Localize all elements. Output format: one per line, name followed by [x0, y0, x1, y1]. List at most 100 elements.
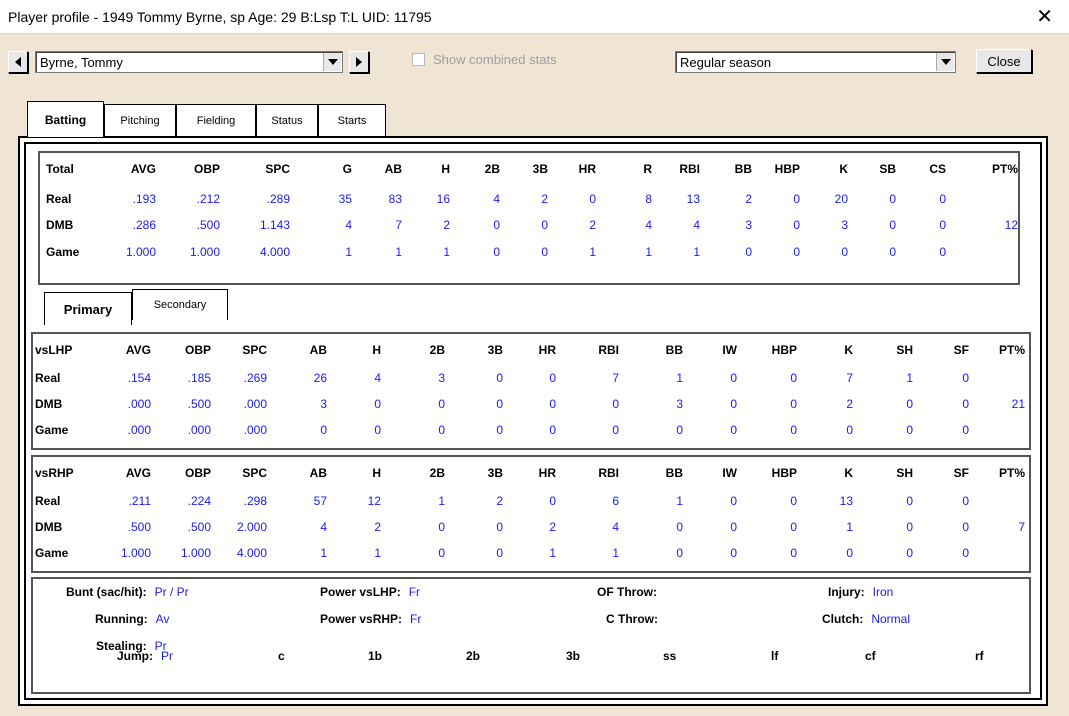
vslhp-cell: 0 [730, 397, 737, 411]
vslhp-col-header: vsLHP [35, 343, 73, 357]
total-col-header: HBP [774, 162, 800, 176]
tab-status[interactable]: Status [256, 104, 318, 136]
vslhp-cell: .154 [127, 371, 151, 385]
show-combined-checkbox-wrap[interactable]: Show combined stats [412, 52, 557, 67]
vslhp-col-header: 3B [487, 343, 503, 357]
tab-starts[interactable]: Starts [318, 104, 386, 136]
next-player-button[interactable] [349, 51, 369, 73]
season-select[interactable]: Regular season [675, 51, 956, 73]
total-cell: 0 [745, 245, 752, 259]
vslhp-cell: 7 [846, 371, 853, 385]
total-cell: 0 [889, 192, 896, 206]
total-cell: 3 [841, 218, 848, 232]
total-cell: 2 [443, 218, 450, 232]
total-col-header: PT% [991, 162, 1018, 176]
tab-pitching[interactable]: Pitching [104, 104, 176, 136]
total-cell: 3 [745, 218, 752, 232]
vslhp-cell: 0 [906, 397, 913, 411]
vsrhp-cell: 0 [962, 494, 969, 508]
vslhp-cell: .500 [187, 397, 211, 411]
vslhp-cell: 1 [676, 371, 683, 385]
total-cell: 83 [388, 192, 402, 206]
total-row-dmb: DMB .286 .500 1.143 4 7 2 0 0 2 4 4 3 0 3 0 0 12 [40, 213, 1018, 237]
running-label: Running: [95, 612, 148, 626]
stealing-label: Stealing: [96, 639, 147, 653]
vsrhp-col-header: 2B [429, 466, 445, 480]
total-col-header: CS [929, 162, 946, 176]
total-header-row: Total AVG OBP SPC G AB H 2B 3B HR R RBI BB HBP K SB CS PT… [40, 157, 1018, 181]
vslhp-col-header: HBP [771, 343, 797, 357]
injury-attr: Injury: Iron [828, 585, 893, 599]
show-combined-checkbox[interactable] [412, 53, 425, 66]
bunt-label: Bunt (sac/hit): [66, 585, 147, 599]
of-throw-label: OF Throw: [597, 585, 657, 599]
vsrhp-cell: .298 [243, 494, 267, 508]
power-rhp-attr: Power vsRHP: Fr [320, 612, 421, 626]
total-cell: 1 [645, 245, 652, 259]
title-bar: Player profile - 1949 Tommy Byrne, sp Ag… [0, 0, 1069, 34]
subtab-secondary[interactable]: Secondary [132, 289, 228, 320]
tab-batting[interactable]: Batting [27, 101, 104, 137]
total-cell: 0 [889, 218, 896, 232]
total-cell: 13 [686, 192, 700, 206]
vsrhp-cell: 1 [374, 546, 381, 560]
vslhp-col-header: K [844, 343, 853, 357]
vslhp-cell: 3 [438, 371, 445, 385]
total-cell: 0 [939, 192, 946, 206]
power-rhp-value: Fr [410, 612, 422, 626]
total-col-header: HR [578, 162, 596, 176]
total-row-real: Real .193.212.289 35 83 16 4 2 0 8 13 2 0 20 0 0 [40, 187, 1018, 211]
vsrhp-row-label: Game [35, 546, 69, 560]
vslhp-col-header: IW [722, 343, 737, 357]
total-col-header: OBP [193, 162, 220, 176]
vsrhp-col-header: SF [953, 466, 969, 480]
prev-player-button[interactable] [8, 51, 28, 73]
vsrhp-cell: 2 [496, 494, 503, 508]
total-cell: 0 [541, 245, 548, 259]
injury-value: Iron [872, 585, 894, 599]
subtab-primary[interactable]: Primary [44, 292, 132, 325]
chevron-down-icon[interactable] [936, 53, 954, 71]
total-cell: 1 [589, 245, 596, 259]
show-combined-label: Show combined stats [433, 52, 557, 67]
total-col-header: BB [734, 162, 752, 176]
position-2b: 2b [466, 649, 481, 663]
player-select[interactable]: Byrne, Tommy [35, 51, 343, 73]
vsrhp-col-header: 3B [487, 466, 503, 480]
chevron-down-icon[interactable] [323, 53, 341, 71]
close-button[interactable]: Close [976, 49, 1032, 73]
total-cell: 0 [841, 245, 848, 259]
vsrhp-cell: 1 [438, 494, 445, 508]
vslhp-cell: 0 [549, 371, 556, 385]
vsrhp-col-header: H [372, 466, 381, 480]
arrow-right-icon [356, 57, 362, 67]
vslhp-cell: 21 [1011, 397, 1025, 411]
vsrhp-row-game: Game 1.000 1.000 4.000 1 1 0 0 1 1 0 0 0 0 0 0 [33, 541, 1029, 565]
vsrhp-cell: 12 [367, 494, 381, 508]
vslhp-col-header: PT% [998, 343, 1025, 357]
tab-fielding[interactable]: Fielding [176, 104, 256, 136]
vsrhp-cell: 1 [676, 494, 683, 508]
power-lhp-attr: Power vsLHP: Fr [320, 585, 420, 599]
vsrhp-col-header: RBI [598, 466, 619, 480]
total-cell: 35 [338, 192, 352, 206]
vslhp-col-header: RBI [598, 343, 619, 357]
vsrhp-cell: 0 [730, 546, 737, 560]
total-cell: .286 [132, 218, 156, 232]
position-rf: rf [975, 649, 984, 663]
window-close-icon[interactable]: ✕ [1036, 6, 1053, 28]
clutch-label: Clutch: [822, 612, 864, 626]
c-throw-label: C Throw: [606, 612, 658, 626]
total-row-label: DMB [46, 218, 74, 232]
jump-label: Jump: [117, 649, 153, 663]
position-ss: ss [663, 649, 677, 663]
vslhp-cell: 0 [549, 397, 556, 411]
running-value: Av [155, 612, 170, 626]
vsrhp-stats-table: vsRHP AVG OBP SPC AB H 2B 3B HR RBI BB IW HBP K SH SF PT… [31, 455, 1031, 573]
vslhp-col-header: AVG [125, 343, 151, 357]
vslhp-col-header: SH [896, 343, 913, 357]
vsrhp-cell: 0 [496, 546, 503, 560]
total-cell: 12 [1004, 218, 1018, 232]
vsrhp-cell: 7 [1018, 520, 1025, 534]
total-cell: 4 [345, 218, 352, 232]
